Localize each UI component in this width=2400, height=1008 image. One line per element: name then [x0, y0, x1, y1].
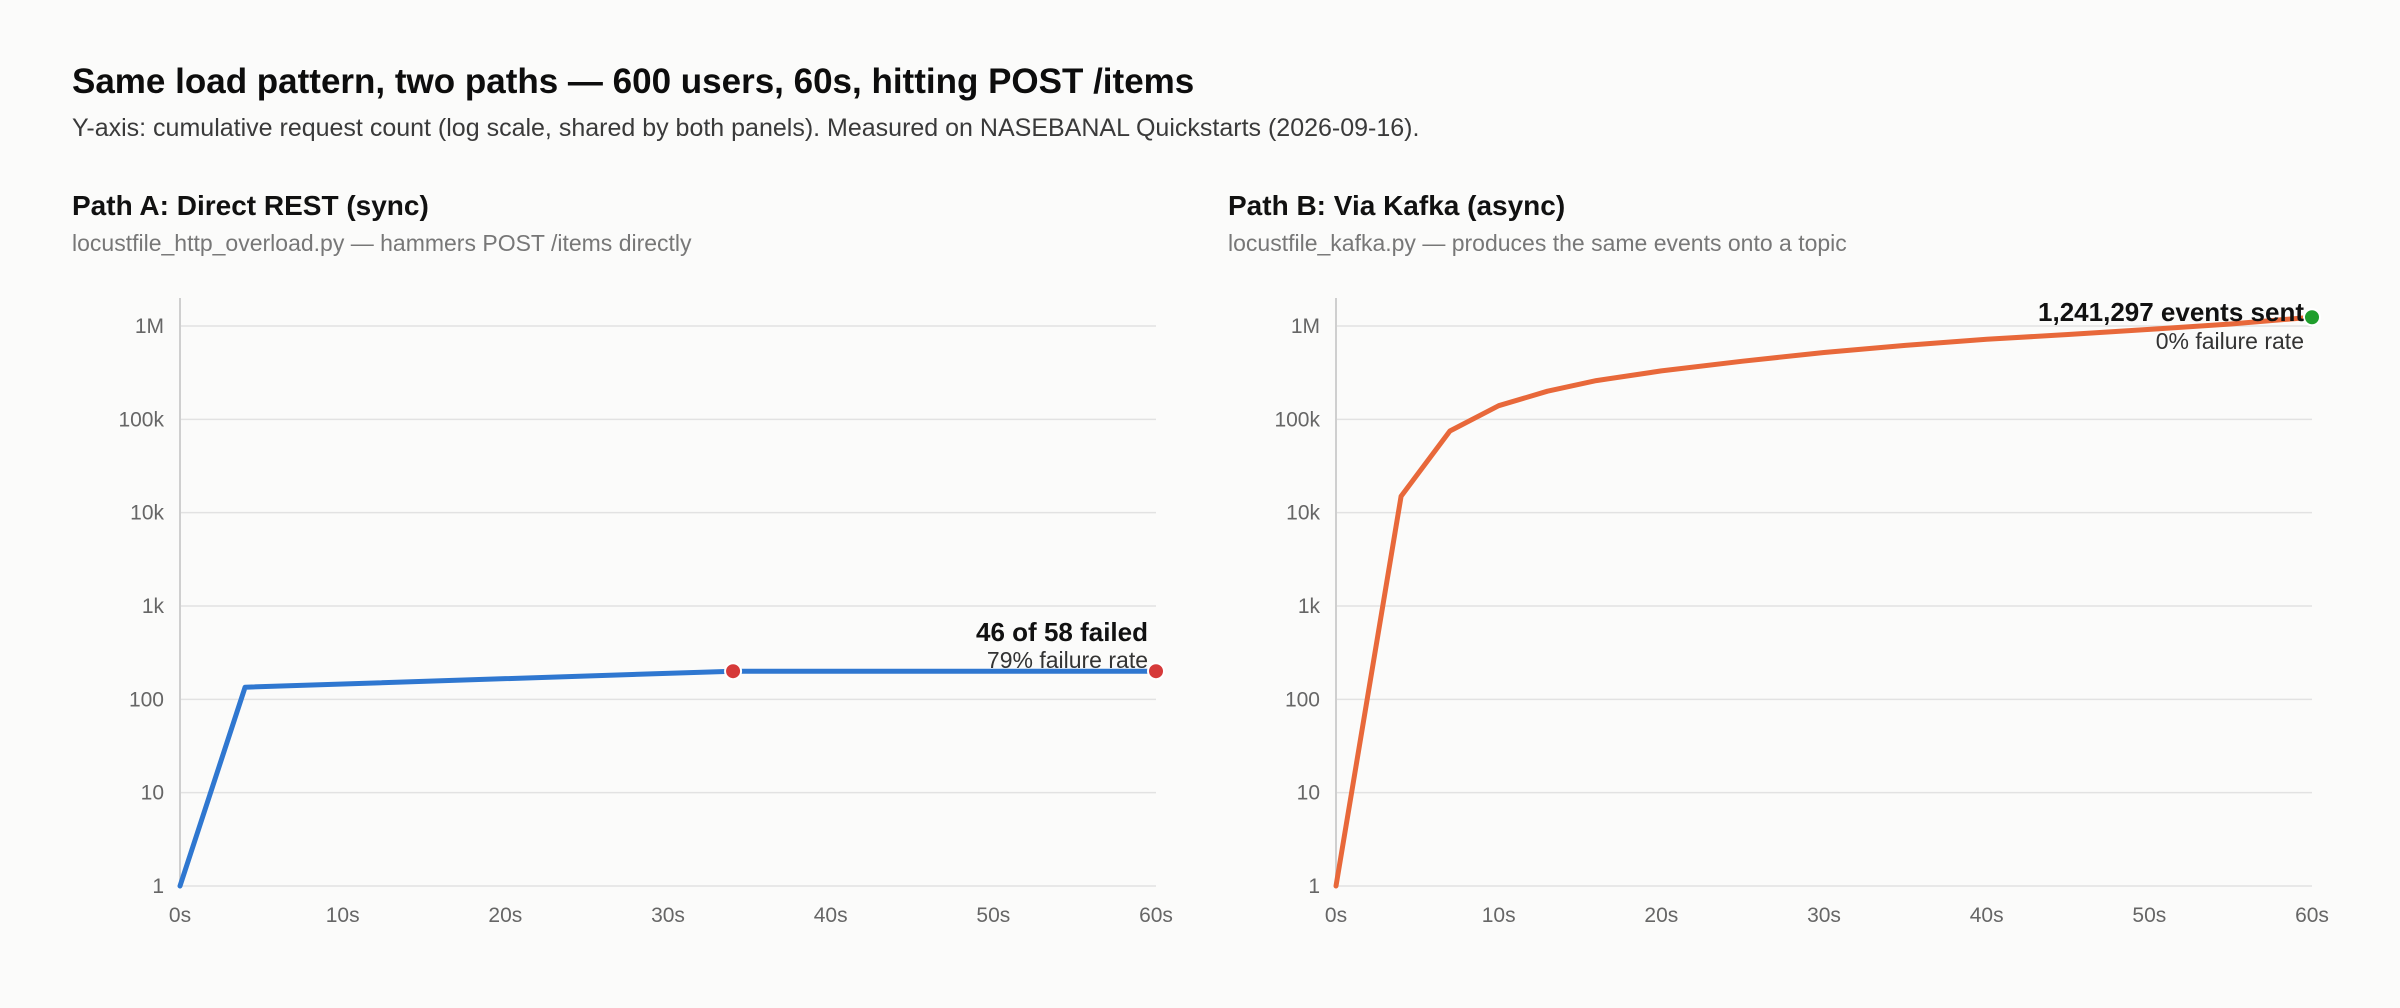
panel-path-b: Path B: Via Kafka (async) locustfile_kaf… [1228, 190, 2338, 970]
y-tick-label: 10k [1286, 502, 1320, 525]
chart-path-b: 1 10 100 1k 10k 100k 1M 0s 10s 20s 30s 40s 50s 60s 1,2… [1274, 297, 2329, 927]
data-point-marker [724, 662, 743, 681]
panel-title: Path A: Direct REST (sync) [72, 190, 429, 221]
y-tick-label: 1 [1308, 875, 1320, 898]
y-tick-label: 100 [129, 688, 164, 711]
series-line [1333, 314, 2315, 889]
y-tick-label: 100 [1285, 688, 1320, 711]
figure-subtitle: Y-axis: cumulative request count (log sc… [72, 114, 1420, 142]
y-tick-label: 10 [141, 782, 164, 805]
panel-caption: locustfile_kafka.py — produces the same … [1228, 230, 1847, 256]
annotation-sub: 79% failure rate [987, 647, 1148, 673]
x-tick-label: 30s [1807, 904, 1841, 927]
x-tick-label: 30s [651, 904, 685, 927]
y-tick-label: 1k [1298, 595, 1321, 618]
y-tick-label: 10 [1297, 782, 1320, 805]
y-tick-label: 10k [130, 502, 164, 525]
y-tick-label: 1k [142, 595, 165, 618]
annotation-main: 1,241,297 events sent [2038, 297, 2304, 327]
y-tick-label: 100k [118, 408, 164, 431]
y-tick-label: 100k [1274, 408, 1320, 431]
panel-caption: locustfile_http_overload.py — hammers PO… [72, 230, 692, 256]
x-tick-label: 20s [1644, 904, 1678, 927]
y-tick-label: 1 [152, 875, 164, 898]
x-tick-label: 0s [169, 904, 191, 927]
x-tick-label: 50s [2132, 904, 2166, 927]
x-tick-label: 20s [488, 904, 522, 927]
data-point-marker [2303, 308, 2321, 327]
x-tick-label: 60s [1139, 904, 1173, 927]
x-tick-label: 10s [1482, 904, 1516, 927]
panel-path-a: Path A: Direct REST (sync) locustfile_ht… [72, 190, 1182, 970]
figure-title: Same load pattern, two paths — 600 users… [72, 62, 1195, 101]
data-point-marker [1147, 662, 1165, 681]
x-tick-label: 10s [326, 904, 360, 927]
chart-path-a: 1 10 100 1k 10k 100k 1M 0s 10s 20s 30s 40s 50s 60s 46 … [118, 298, 1173, 927]
series-line [177, 668, 1159, 889]
panel-title: Path B: Via Kafka (async) [1228, 190, 1566, 221]
x-tick-label: 50s [976, 904, 1010, 927]
annotation-sub: 0% failure rate [2156, 328, 2304, 354]
x-tick-label: 40s [814, 904, 848, 927]
x-tick-label: 0s [1325, 904, 1347, 927]
x-tick-label: 60s [2295, 904, 2329, 927]
x-tick-label: 40s [1970, 904, 2004, 927]
y-tick-label: 1M [135, 315, 164, 338]
y-tick-label: 1M [1291, 315, 1320, 338]
annotation-main: 46 of 58 failed [976, 617, 1148, 647]
